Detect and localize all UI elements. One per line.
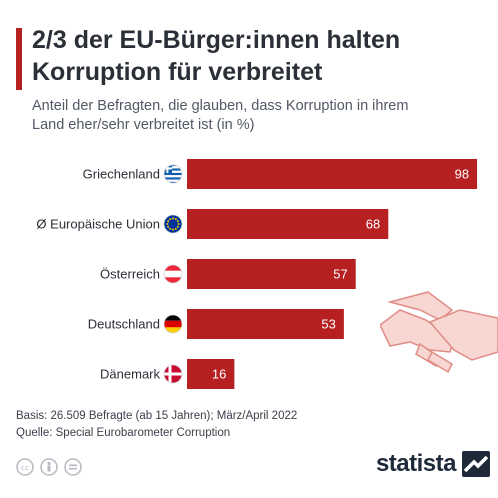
bar-chart: Griechenland 98 Ø Europäische Union 68 Öster… [36,159,478,389]
no-derivatives-icon [64,458,82,476]
value-label: 68 [366,217,380,232]
license-icons: cc [16,458,82,476]
value-label: 53 [321,317,335,332]
category-label: Ø Europäische Union [36,217,160,232]
chart-subtitle: Anteil der Befragten, die glauben, dass … [32,97,492,135]
attribution-icon [40,458,58,476]
value-label: 16 [212,367,226,382]
handshake-illustration [380,291,498,374]
title-accent-bar [16,28,22,90]
value-label: 57 [333,267,347,282]
bar [187,209,389,239]
chart-title: 2/3 der EU-Bürger:innen halten Korruptio… [32,24,492,88]
footnote: Basis: 26.509 Befragte (ab 15 Jahren); M… [16,408,297,442]
title-line-2: Korruption für verbreitet [32,58,323,86]
germany-flag-icon [163,314,183,334]
category-label: Österreich [100,267,160,282]
subtitle-line-1: Anteil der Befragten, die glauben, dass … [32,98,409,114]
subtitle-line-2: Land eher/sehr verbreitet ist (in %) [32,117,255,133]
statista-logo[interactable]: statista [376,450,490,478]
cc-icon: cc [16,458,34,476]
bar [187,309,344,339]
austria-flag-icon [163,264,183,284]
bar [187,359,235,389]
denmark-flag-icon [163,364,183,384]
basis-note: Basis: 26.509 Befragte (ab 15 Jahren); M… [16,410,298,422]
svg-text:cc: cc [21,464,29,472]
title-line-1: 2/3 der EU-Bürger:innen halten [32,26,401,54]
statista-mark-icon [462,451,490,477]
category-label: Dänemark [100,367,160,382]
bar [187,259,356,289]
greece-flag-icon [163,164,183,184]
eu-flag-icon [163,214,183,234]
value-label: 98 [455,167,469,182]
category-label: Griechenland [83,167,160,182]
category-label: Deutschland [88,317,160,332]
source-note: Quelle: Special Eurobarometer Corruption [16,427,231,439]
bar [187,159,478,189]
brand-name: statista [375,450,457,477]
